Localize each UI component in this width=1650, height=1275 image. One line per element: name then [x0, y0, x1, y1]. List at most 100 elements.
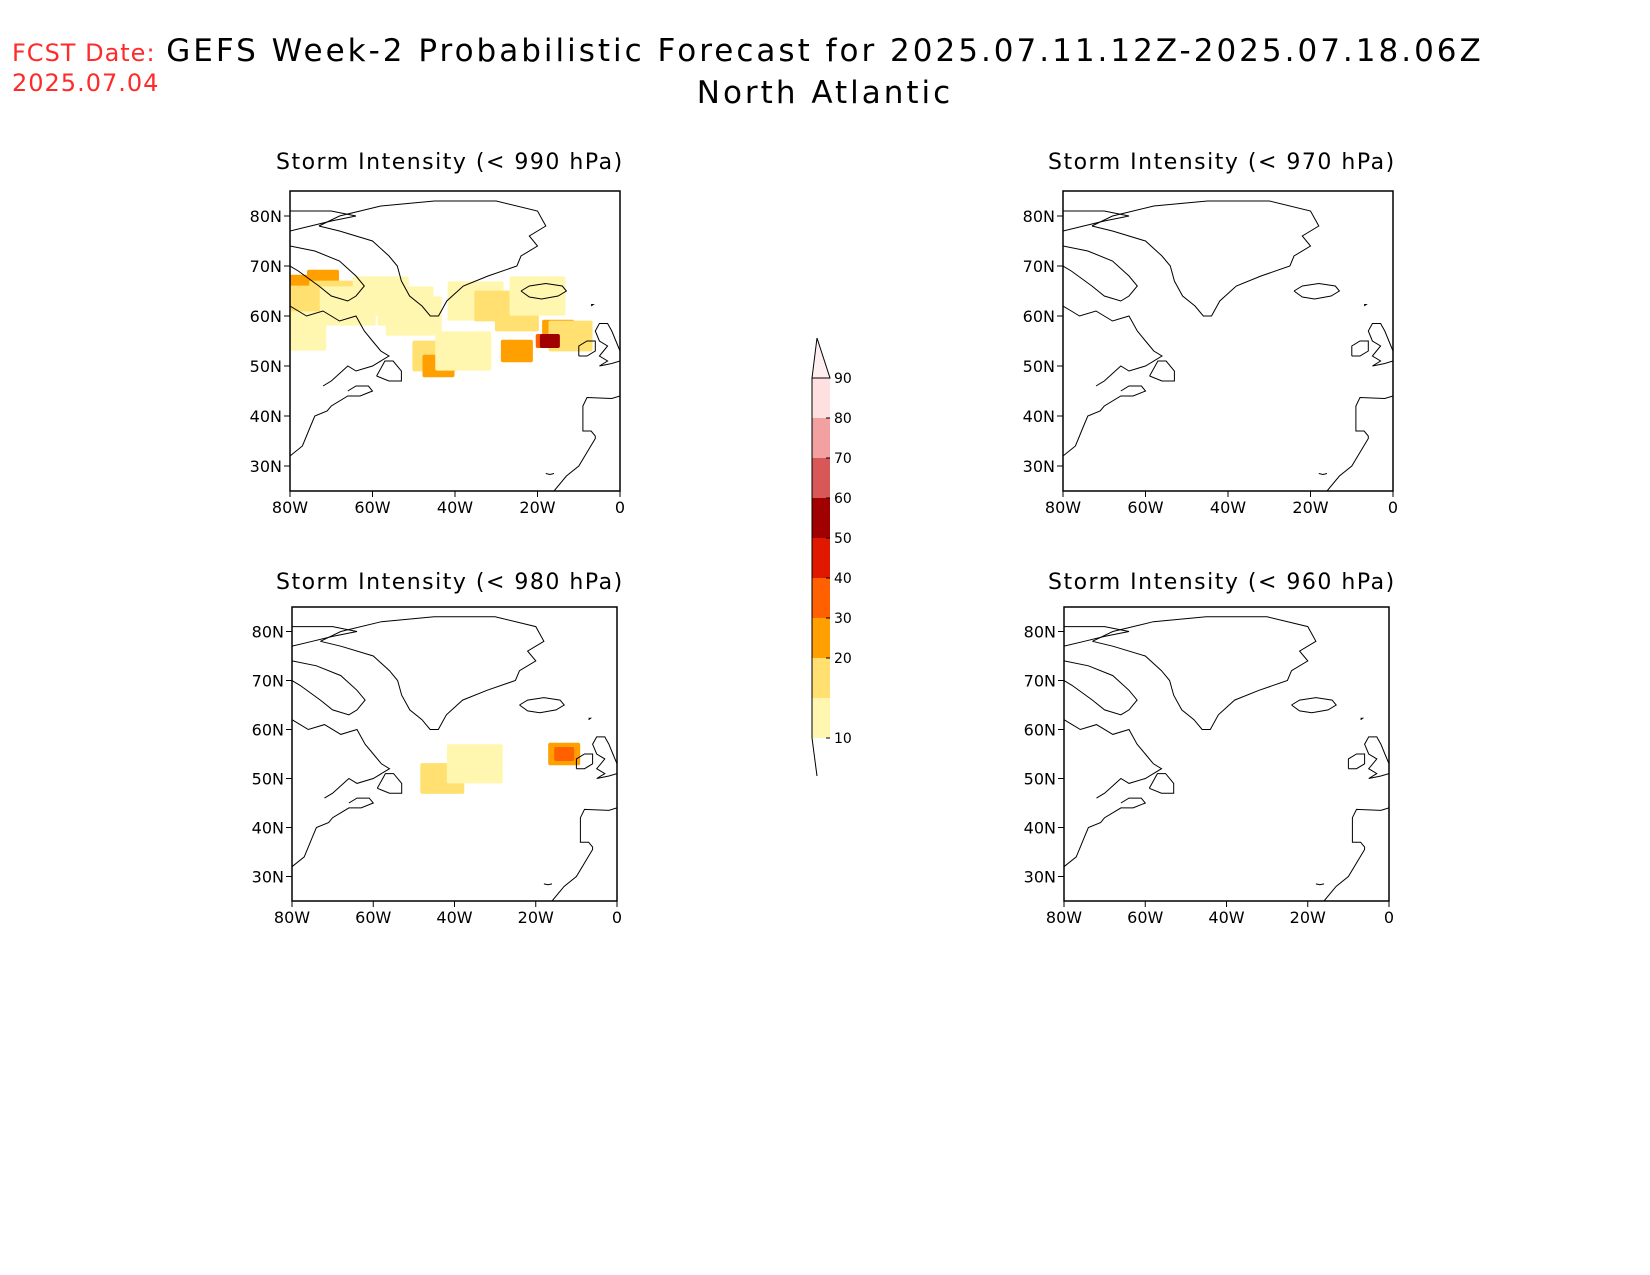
map-panel-980: 80W 60W 40W 20W 0 80N 70N 60N 50N 40N 30N [252, 606, 622, 927]
lat-tick-label: 30N [1023, 457, 1055, 476]
lon-tick-label: 80W [1046, 908, 1082, 927]
colorbar-segment [812, 578, 830, 618]
coastline [1364, 736, 1389, 779]
coastline [292, 626, 358, 647]
coastline [1149, 360, 1175, 382]
coastline [1293, 282, 1341, 300]
coastline [520, 282, 568, 300]
lat-tick-label: 30N [1024, 868, 1056, 887]
coastline [553, 395, 620, 491]
coastline [1063, 245, 1138, 302]
lon-tick-label: 60W [354, 498, 390, 517]
panel-title-980: Storm Intensity (< 980 hPa) [276, 570, 624, 595]
coastline [1063, 305, 1163, 387]
probability-cell [539, 334, 560, 348]
lat-tick-label: 40N [1024, 819, 1056, 838]
lat-tick-label: 60N [1023, 307, 1055, 326]
coastline [1367, 323, 1393, 367]
coastline [1363, 304, 1368, 307]
map-panel-970: 80W 60W 40W 20W 0 80N 70N 60N 50N 40N 30N [1023, 190, 1398, 517]
coastline [292, 719, 391, 799]
coastline [594, 323, 620, 367]
colorbar-level-label: 20 [834, 651, 852, 667]
lon-tick-label: 40W [1208, 908, 1244, 927]
lat-tick-label: 50N [252, 770, 284, 789]
probability-cell [385, 296, 442, 336]
coastline [320, 616, 545, 730]
coastline [1351, 340, 1369, 357]
coastline [1064, 797, 1147, 892]
forecast-date-value: 2025.07.04 [12, 69, 160, 97]
lat-tick-label: 80N [250, 207, 282, 226]
colorbar-segment [812, 498, 830, 538]
lon-tick-label: 20W [1290, 908, 1326, 927]
probability-cell [446, 744, 503, 784]
lon-tick-label: 0 [1384, 908, 1394, 927]
forecast-date-label: FCST Date: [12, 39, 156, 67]
colorbar-segment [812, 378, 830, 418]
coastline [290, 210, 357, 232]
colorbar-segment [812, 538, 830, 578]
coastline [1291, 697, 1337, 714]
forecast-date-block: FCST Date: 2025.07.04 [12, 38, 159, 98]
lat-tick-label: 70N [1024, 672, 1056, 691]
title-line-2: North Atlantic [696, 75, 954, 111]
colorbar-segment [812, 618, 830, 658]
coastline [290, 305, 390, 387]
lat-tick-label: 50N [1023, 357, 1055, 376]
coastline [1063, 385, 1147, 481]
lat-tick-label: 30N [250, 457, 282, 476]
panel-title-990: Storm Intensity (< 990 hPa) [276, 150, 624, 175]
lon-tick-label: 80W [272, 498, 308, 517]
map-panel-990: 80W 60W 40W 20W 0 80N 70N 60N 50N 40N 30N [250, 190, 625, 517]
coastline [1347, 753, 1366, 770]
coastline [545, 473, 555, 476]
coastline [1148, 773, 1175, 794]
colorbar-level-label: 70 [834, 451, 852, 467]
lon-tick-label: 40W [1210, 498, 1246, 517]
lat-tick-label: 60N [250, 307, 282, 326]
colorbar-segment [812, 418, 830, 458]
colorbar-top-triangle [811, 337, 831, 379]
coastline [590, 304, 595, 307]
coastline [376, 773, 403, 794]
coastline [1064, 719, 1163, 799]
lon-tick-label: 0 [612, 908, 622, 927]
lon-tick-label: 40W [436, 908, 472, 927]
panel-title-970: Storm Intensity (< 970 hPa) [1048, 150, 1396, 175]
coastline [578, 340, 596, 357]
probability-cell [290, 311, 327, 351]
coastline [318, 200, 547, 317]
coastline [1063, 210, 1130, 232]
coastline [1064, 626, 1130, 647]
lat-tick-label: 30N [252, 868, 284, 887]
lon-tick-label: 0 [1388, 498, 1398, 517]
probability-cell [554, 747, 575, 761]
coastline [543, 883, 553, 886]
colorbar-level-label: 60 [834, 491, 852, 507]
coastline [376, 360, 402, 382]
coastline [1318, 473, 1328, 476]
lat-tick-label: 80N [252, 623, 284, 642]
colorbar-level-label: 10 [834, 731, 852, 747]
lon-tick-label: 60W [1127, 908, 1163, 927]
colorbar-level-label: 40 [834, 571, 852, 587]
coastline [1315, 883, 1325, 886]
coastline [292, 660, 366, 716]
coastline [292, 797, 375, 892]
lat-tick-label: 80N [1024, 623, 1056, 642]
coastline [290, 385, 374, 481]
coastline [1323, 807, 1389, 901]
lat-tick-label: 60N [1024, 721, 1056, 740]
coastline [575, 753, 594, 770]
coastline [519, 697, 565, 714]
coastline [588, 717, 593, 721]
lat-tick-label: 70N [250, 257, 282, 276]
lat-tick-label: 40N [250, 407, 282, 426]
lat-tick-label: 80N [1023, 207, 1055, 226]
coastline [1092, 616, 1317, 730]
colorbar-level-label: 30 [834, 611, 852, 627]
coastline [551, 807, 617, 901]
lon-tick-label: 80W [1045, 498, 1081, 517]
